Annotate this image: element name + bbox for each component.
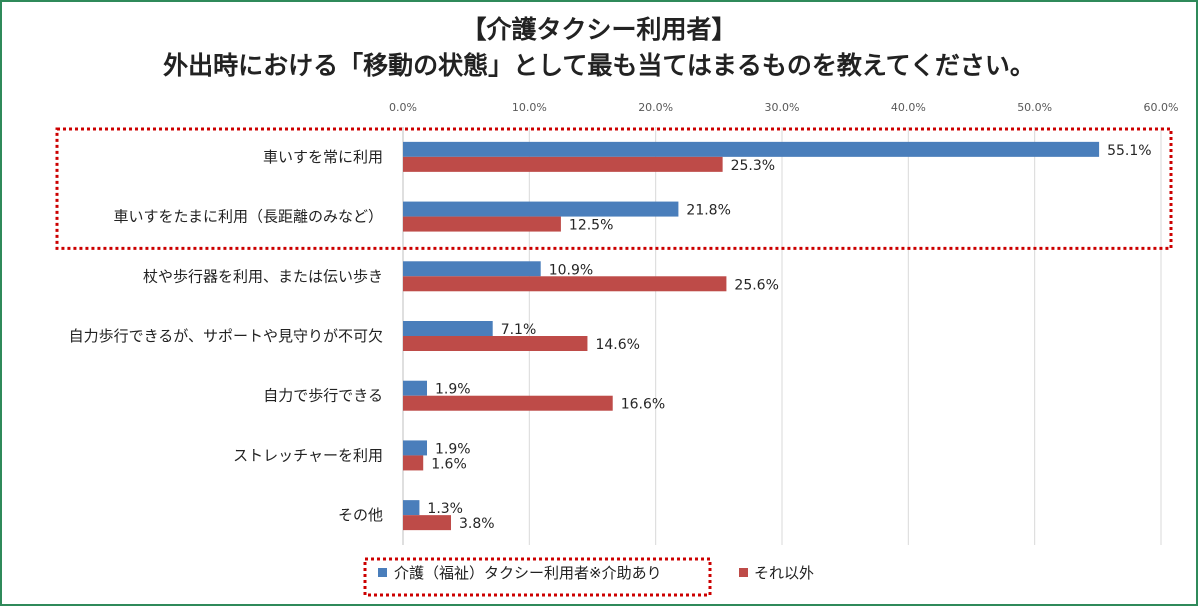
- chart-title: 【介護タクシー利用者】: [461, 15, 737, 44]
- bar-series2: [403, 395, 613, 411]
- data-label: 3.8%: [459, 516, 495, 532]
- x-tick-label: 0.0%: [389, 101, 417, 114]
- bar-series1: [403, 321, 493, 336]
- data-label: 16.6%: [621, 397, 665, 413]
- category-label: 自力歩行できるが、サポートや見守りが不可欠: [69, 327, 383, 345]
- bar-series1: [403, 141, 1100, 157]
- x-tick-label: 20.0%: [638, 101, 673, 114]
- bar-series1: [403, 201, 679, 217]
- category-label: ストレッチャーを利用: [233, 446, 383, 464]
- data-label: 55.1%: [1107, 143, 1151, 159]
- category-label: 車いすを常に利用: [263, 148, 383, 166]
- category-label: 杖や歩行器を利用、または伝い歩き: [143, 267, 383, 285]
- bar-series2: [403, 455, 424, 471]
- data-label: 25.3%: [731, 158, 775, 174]
- bar-series1: [403, 500, 420, 516]
- data-label: 10.9%: [549, 262, 593, 278]
- data-label: 21.8%: [686, 203, 730, 219]
- data-label: 1.3%: [427, 501, 463, 517]
- bar-series2: [403, 276, 727, 292]
- category-label: 車いすをたまに利用（長距離のみなど）: [113, 208, 383, 226]
- category-label: 自力で歩行できる: [263, 387, 383, 405]
- data-label: 12.5%: [569, 218, 613, 234]
- x-tick-label: 30.0%: [765, 101, 800, 114]
- legend-marker-series1: [378, 568, 387, 577]
- x-tick-label: 10.0%: [512, 101, 547, 114]
- data-label: 25.6%: [734, 277, 778, 293]
- bar-series2: [403, 216, 561, 232]
- legend-label-series2: それ以外: [754, 564, 814, 582]
- x-tick-label: 40.0%: [891, 101, 926, 114]
- x-tick-label: 50.0%: [1017, 101, 1052, 114]
- data-label: 1.9%: [435, 441, 471, 457]
- bar-series2: [403, 336, 588, 351]
- bar-series1: [403, 440, 428, 456]
- category-label: その他: [338, 506, 383, 524]
- bar-series2: [403, 515, 452, 531]
- highlight-box: [55, 127, 1173, 250]
- chart-subtitle: 外出時における「移動の状態」として最も当てはまるものを教えてください。: [163, 51, 1035, 80]
- data-label: 1.9%: [435, 382, 471, 398]
- data-label: 1.6%: [431, 456, 467, 472]
- data-label: 7.1%: [501, 322, 537, 338]
- legend-label-series1: 介護（福祉）タクシー利用者※介助あり: [394, 564, 662, 582]
- bar-series1: [403, 380, 428, 396]
- data-label: 14.6%: [595, 337, 639, 353]
- bar-series2: [403, 156, 723, 172]
- legend-marker-series2: [739, 568, 748, 577]
- bar-series1: [403, 261, 541, 277]
- legend-highlight-box: [363, 557, 712, 597]
- x-tick-label: 60.0%: [1144, 101, 1179, 114]
